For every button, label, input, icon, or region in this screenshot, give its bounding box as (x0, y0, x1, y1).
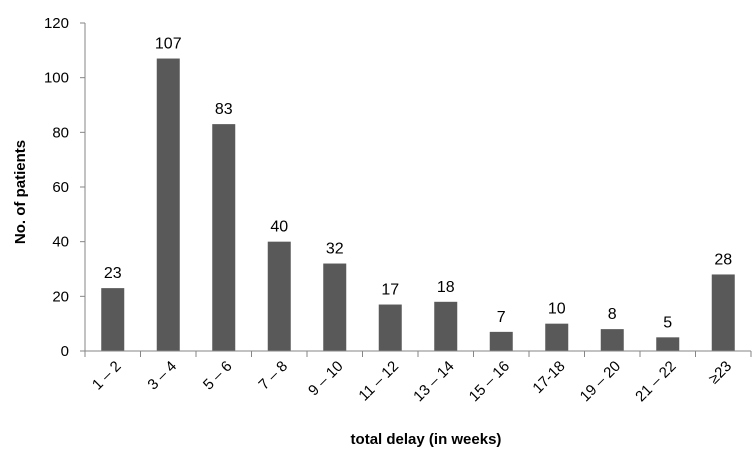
y-tick-label: 40 (52, 234, 69, 251)
bar (378, 304, 402, 351)
x-tick-label: 5 – 6 (200, 358, 236, 394)
x-tick-label: 11 – 12 (355, 358, 402, 405)
bar (545, 323, 569, 351)
data-label: 28 (714, 251, 732, 268)
x-tick-label: 9 – 10 (305, 358, 347, 400)
bar (489, 331, 513, 351)
x-tick-label: 15 – 16 (466, 358, 513, 405)
y-tick-label: 120 (44, 15, 69, 32)
y-tick-label: 20 (52, 288, 69, 305)
x-tick-label: 3 – 4 (144, 358, 180, 394)
x-axis-ticks: 1 – 2 3 – 4 5 – 6 7 – 8 9 – 10 11 – 12 13 – 14… (89, 358, 735, 405)
x-tick-label: ≥23 (705, 358, 735, 388)
x-tick-label: 1 – 2 (89, 358, 125, 394)
data-label: 23 (104, 265, 122, 282)
bar (434, 301, 458, 351)
x-tick-label: 13 – 14 (410, 358, 457, 405)
y-tick-label: 0 (61, 343, 69, 360)
data-labels: 23 107 83 40 32 17 18 7 10 8 5 28 (104, 36, 732, 332)
axes (84, 23, 752, 357)
x-tick-label: 21 – 22 (632, 358, 679, 405)
x-tick-label: 17-18 (529, 358, 568, 397)
bar (156, 58, 180, 352)
y-tick-label: 100 (44, 70, 69, 87)
bar (323, 263, 347, 351)
x-axis-title: total delay (in weeks) (351, 431, 502, 448)
bar (212, 124, 236, 351)
bar (101, 288, 125, 351)
data-label: 8 (608, 306, 617, 323)
data-label: 18 (437, 279, 455, 296)
x-tick-label: 19 – 20 (577, 358, 624, 405)
data-label: 7 (497, 309, 506, 326)
data-label: 107 (155, 36, 182, 53)
y-axis-ticks: 0 20 40 60 80 100 120 (44, 15, 85, 360)
bar (711, 274, 735, 351)
bar (656, 337, 680, 351)
y-axis-title: No. of patients (12, 140, 29, 244)
data-label: 17 (381, 282, 399, 299)
y-tick-label: 80 (52, 124, 69, 141)
data-label: 83 (215, 101, 233, 118)
bar (267, 241, 291, 351)
data-label: 32 (326, 241, 344, 258)
data-label: 5 (663, 314, 672, 331)
bar (600, 329, 624, 351)
data-label: 10 (548, 301, 566, 318)
y-tick-label: 60 (52, 179, 69, 196)
bars (101, 58, 735, 352)
data-label: 40 (270, 219, 288, 236)
x-tick-label: 7 – 8 (255, 358, 291, 394)
